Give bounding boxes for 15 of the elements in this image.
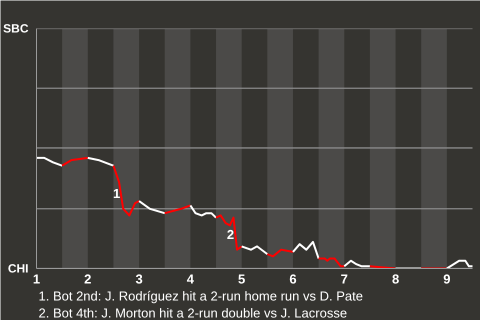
text: 2. Bot 4th: J. Morton hit a 2-run double vs J. Lacrosse (38, 306, 348, 320)
x-tick-label: 8 (392, 272, 400, 286)
annotation: 1 (113, 186, 120, 202)
ref-line-label: CHI (8, 262, 29, 276)
x-tick-label: 6 (289, 272, 297, 286)
x-tick-label: 4 (186, 272, 195, 286)
text: 1. Bot 2nd: J. Rodríguez hit a 2-run home run vs D. Pate (38, 288, 363, 304)
x-tick-label: 2 (84, 272, 92, 286)
x-tick-label: 5 (238, 272, 246, 286)
x-tick-label: 1 (32, 272, 40, 286)
annotation: 2 (226, 226, 234, 242)
x-tick-label: 7 (340, 272, 348, 286)
x-tick-label: 9 (443, 272, 450, 286)
x-tick-label: 3 (135, 272, 143, 286)
ref-line-label: SBC (3, 22, 29, 36)
